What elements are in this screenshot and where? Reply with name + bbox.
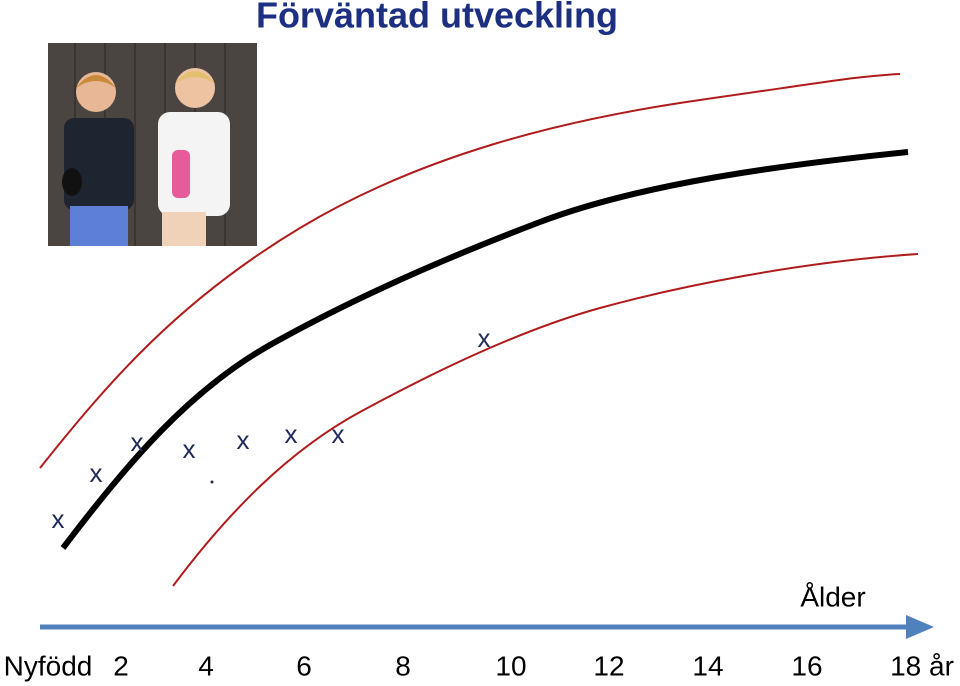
tick-label: 4	[198, 650, 214, 681]
tick-label: 16	[791, 650, 822, 681]
tick-label: 14	[692, 650, 723, 681]
marker: x	[183, 434, 196, 464]
tick-label: 10	[495, 650, 526, 681]
markers: x x x x x x x x	[52, 323, 491, 534]
dot	[210, 480, 214, 484]
tick-label: Nyfödd	[4, 650, 93, 681]
tick-label: 2	[113, 650, 129, 681]
marker: x	[52, 504, 65, 534]
title: Förväntad utveckling	[256, 0, 618, 36]
marker: x	[285, 419, 298, 449]
marker: x	[90, 458, 103, 488]
tick-label: 6	[296, 650, 312, 681]
photo	[48, 43, 257, 246]
marker: x	[332, 419, 345, 449]
age-axis	[40, 615, 934, 639]
axis-label: Ålder	[800, 581, 865, 612]
tick-label: 12	[593, 650, 624, 681]
ticks: Nyfödd 2 4 6 8 10 12 14 16 18 år	[4, 650, 954, 681]
marker: x	[131, 427, 144, 457]
marker: x	[237, 425, 250, 455]
tick-label: 8	[395, 650, 411, 681]
curves	[39, 73, 919, 587]
tick-label: 18 år	[890, 650, 954, 681]
marker: x	[478, 323, 491, 353]
